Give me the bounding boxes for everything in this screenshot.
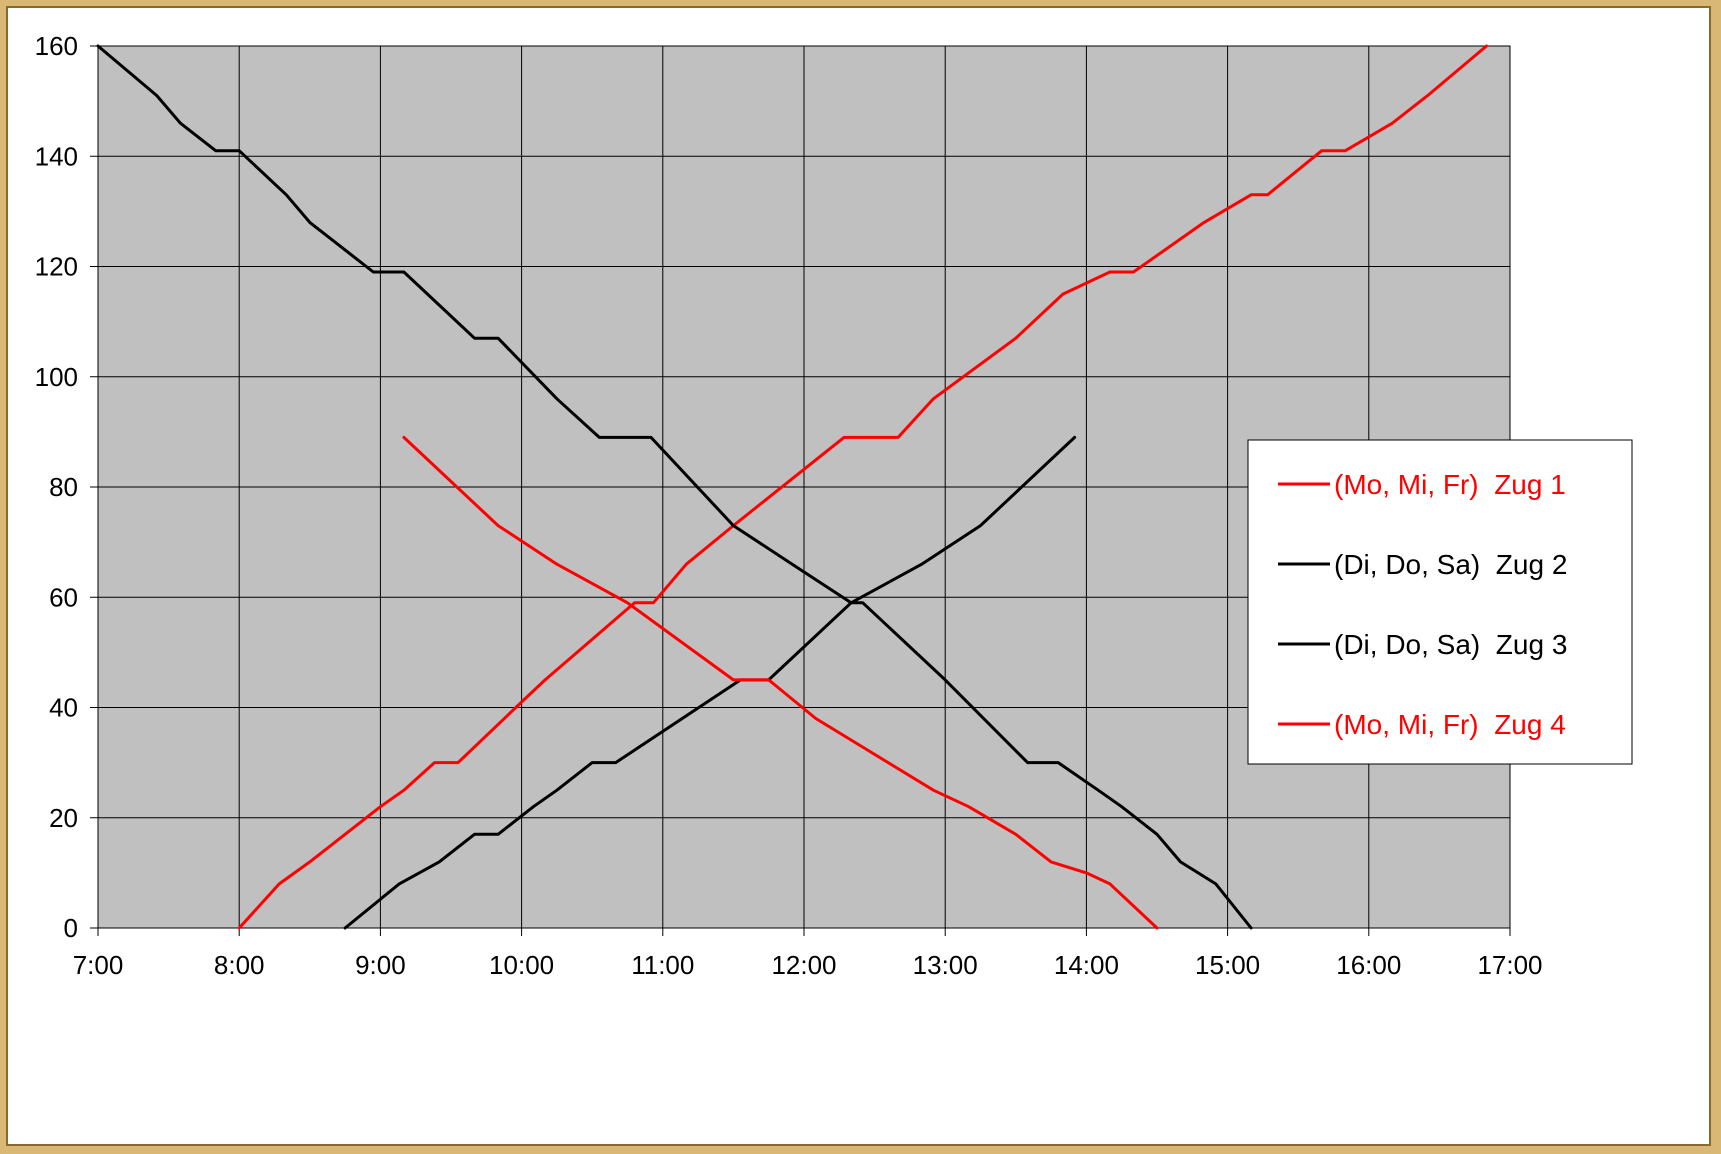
y-tick-label: 140 <box>35 141 78 171</box>
y-tick-label: 100 <box>35 362 78 392</box>
series-line-4 <box>402 435 1159 930</box>
legend: (Mo, Mi, Fr) Zug 1 (Di, Do, Sa) Zug 2 (Di,… <box>1247 439 1633 765</box>
x-tick-label: 15:00 <box>1195 950 1260 980</box>
chart: 7:00 8:00 9:00 10:00 11:00 12:00 13:00 14:00 15:… <box>35 31 1633 980</box>
y-tick-label: 80 <box>49 472 78 502</box>
x-tick-label: 11:00 <box>631 950 694 980</box>
y-tick-label: 40 <box>49 693 78 723</box>
x-tick-label: 17:00 <box>1477 950 1542 980</box>
series-lines <box>96 44 1488 930</box>
legend-box <box>1247 439 1633 765</box>
legend-label: (Mo, Mi, Fr) Zug 1 <box>1334 469 1566 500</box>
x-tick-label: 14:00 <box>1054 950 1119 980</box>
series-line-2 <box>96 44 1253 930</box>
legend-label: (Di, Do, Sa) Zug 2 <box>1334 549 1567 580</box>
x-tick-label: 8:00 <box>214 950 265 980</box>
x-tick-label: 12:00 <box>771 950 836 980</box>
x-tick-label: 16:00 <box>1336 950 1401 980</box>
legend-label: (Di, Do, Sa) Zug 3 <box>1334 629 1567 660</box>
y-tick-label: 0 <box>64 913 78 943</box>
y-tick-label: 20 <box>49 803 78 833</box>
x-tick-label: 13:00 <box>913 950 978 980</box>
legend-label: (Mo, Mi, Fr) Zug 4 <box>1334 709 1566 740</box>
series-line-3 <box>343 435 1077 930</box>
y-tick-label: 120 <box>35 252 78 282</box>
x-tick-label: 9:00 <box>355 950 406 980</box>
y-tick-label: 160 <box>35 31 78 61</box>
x-tick-label: 10:00 <box>489 950 554 980</box>
x-tick-label: 7:00 <box>73 950 124 980</box>
y-tick-label: 60 <box>49 582 78 612</box>
axes: 7:00 8:00 9:00 10:00 11:00 12:00 13:00 14:00 15:… <box>35 31 1543 980</box>
series-line-1 <box>237 44 1488 930</box>
chart-frame: 7:00 8:00 9:00 10:00 11:00 12:00 13:00 14:00 15:… <box>6 6 1711 1146</box>
